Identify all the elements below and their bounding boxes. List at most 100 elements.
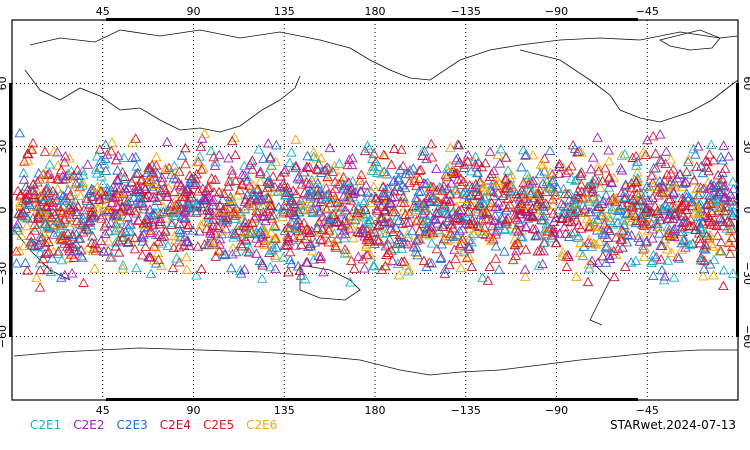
triangle-outline-icon (706, 139, 717, 150)
triangle-outline-icon (346, 255, 357, 265)
triangle-outline-icon (575, 237, 586, 248)
triangle-outline-icon (262, 176, 273, 187)
triangle-outline-icon (74, 218, 86, 229)
triangle-outline-icon (156, 176, 168, 187)
triangle-outline-icon (231, 203, 242, 213)
triangle-outline-icon (475, 209, 487, 220)
triangle-outline-icon (133, 215, 144, 226)
triangle-outline-icon (293, 171, 305, 181)
triangle-outline-icon (82, 159, 93, 169)
triangle-outline-icon (176, 191, 188, 202)
triangle-outline-icon (295, 270, 307, 280)
triangle-outline-icon (96, 171, 107, 181)
left-lat-tick: −30 (0, 262, 9, 285)
triangle-outline-icon (509, 239, 521, 250)
triangle-outline-icon (556, 212, 567, 223)
triangle-outline-icon (508, 183, 519, 193)
triangle-outline-icon (303, 234, 315, 245)
triangle-outline-icon (67, 231, 78, 241)
triangle-outline-icon (334, 158, 345, 168)
triangle-outline-icon (718, 187, 729, 198)
triangle-outline-icon (209, 160, 221, 171)
triangle-outline-icon (31, 272, 42, 282)
triangle-outline-icon (221, 212, 232, 222)
triangle-outline-icon (180, 142, 191, 153)
triangle-outline-icon (564, 194, 575, 205)
triangle-outline-icon (253, 202, 265, 212)
triangle-outline-icon (267, 235, 279, 245)
triangle-outline-icon (603, 172, 615, 183)
triangle-outline-icon (604, 215, 616, 225)
triangle-outline-icon (281, 187, 292, 197)
triangle-outline-icon (103, 225, 115, 236)
triangle-outline-icon (345, 182, 357, 193)
triangle-outline-icon (491, 180, 502, 190)
triangle-outline-icon (342, 247, 353, 257)
triangle-outline-icon (444, 259, 455, 270)
triangle-outline-icon (229, 227, 241, 238)
legend-item: C2E3 (116, 418, 148, 432)
triangle-outline-icon (228, 232, 239, 242)
triangle-outline-icon (430, 214, 441, 224)
triangle-outline-icon (64, 190, 76, 200)
triangle-outline-icon (712, 230, 723, 240)
triangle-outline-icon (16, 230, 27, 241)
triangle-outline-icon (424, 182, 436, 192)
triangle-outline-icon (641, 218, 653, 229)
triangle-outline-icon (576, 147, 587, 157)
triangle-outline-icon (662, 255, 674, 265)
triangle-outline-icon (414, 173, 425, 184)
triangle-outline-icon (490, 241, 502, 251)
triangle-outline-icon (253, 193, 264, 203)
triangle-outline-icon (181, 264, 193, 274)
triangle-outline-icon (370, 193, 382, 204)
triangle-outline-icon (563, 251, 574, 262)
triangle-outline-icon (588, 191, 599, 202)
triangle-outline-icon (29, 219, 40, 229)
triangle-outline-icon (278, 200, 290, 210)
triangle-outline-icon (311, 174, 322, 184)
triangle-outline-icon (601, 203, 613, 214)
triangle-outline-icon (303, 196, 315, 206)
triangle-outline-icon (454, 225, 466, 236)
triangle-outline-icon (220, 203, 231, 213)
triangle-outline-icon (492, 149, 504, 160)
triangle-outline-icon (118, 152, 130, 162)
triangle-outline-icon (145, 268, 157, 278)
triangle-outline-icon (603, 155, 615, 166)
triangle-outline-icon (684, 239, 696, 250)
triangle-outline-icon (647, 130, 659, 141)
triangle-outline-icon (656, 264, 668, 275)
triangle-outline-icon (234, 184, 246, 195)
triangle-outline-icon (527, 223, 539, 234)
triangle-outline-icon (563, 231, 575, 241)
triangle-outline-icon (271, 242, 282, 252)
triangle-outline-icon (408, 163, 419, 173)
triangle-outline-icon (450, 253, 461, 264)
triangle-outline-icon (694, 233, 706, 243)
north-america-coastline (519, 49, 739, 123)
triangle-outline-icon (599, 218, 610, 229)
triangle-outline-icon (674, 216, 685, 227)
triangle-outline-icon (642, 225, 654, 236)
triangle-outline-icon (34, 282, 46, 292)
triangle-outline-icon (191, 168, 203, 179)
triangle-outline-icon (56, 272, 67, 282)
triangle-outline-icon (563, 210, 574, 221)
marker-layer (11, 127, 739, 292)
triangle-outline-icon (202, 216, 214, 227)
triangle-outline-icon (481, 206, 493, 216)
triangle-outline-icon (680, 176, 691, 186)
triangle-outline-icon (312, 189, 324, 199)
triangle-outline-icon (19, 156, 30, 166)
triangle-outline-icon (39, 146, 51, 156)
triangle-outline-icon (323, 163, 335, 173)
triangle-outline-icon (588, 216, 599, 227)
triangle-outline-icon (130, 173, 141, 183)
triangle-outline-icon (437, 221, 449, 232)
triangle-outline-icon (470, 215, 481, 226)
triangle-outline-icon (90, 164, 102, 174)
triangle-outline-icon (77, 177, 89, 187)
bottom-lon-tick: −45 (636, 404, 659, 417)
triangle-outline-icon (103, 235, 114, 246)
